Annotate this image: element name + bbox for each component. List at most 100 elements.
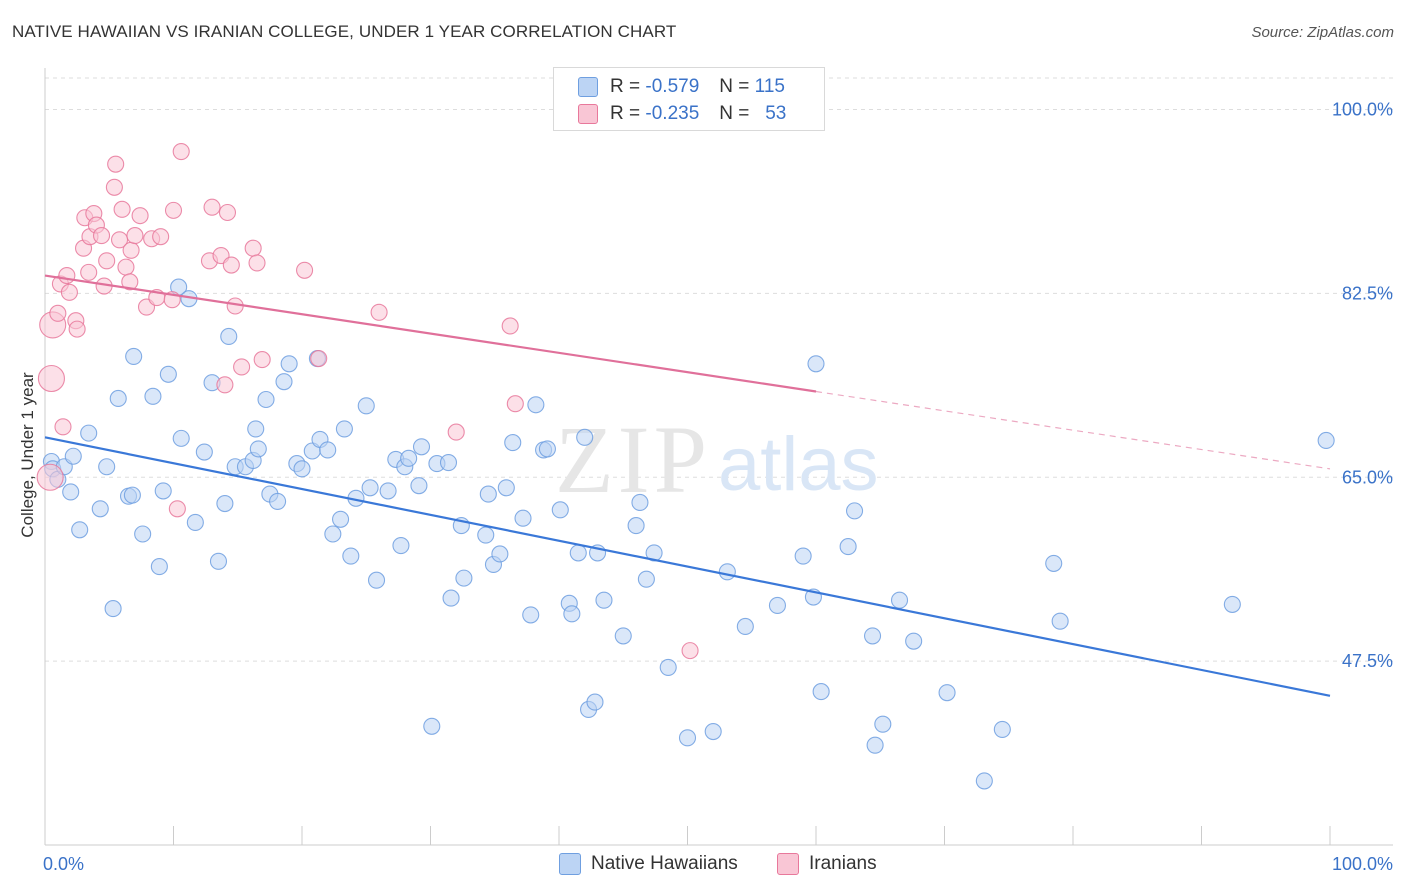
point-native-hawaiian <box>905 632 923 650</box>
trend-lines <box>44 274 1331 697</box>
point-iranian <box>152 228 170 246</box>
point-native-hawaiian <box>1223 595 1241 613</box>
point-iranian <box>36 463 64 491</box>
point-native-hawaiian <box>257 390 275 409</box>
point-iranian <box>506 395 524 413</box>
legend-n-value: 115 <box>754 76 785 97</box>
point-native-hawaiian <box>586 693 604 711</box>
point-native-hawaiian <box>357 397 375 415</box>
point-native-hawaiian <box>479 485 497 503</box>
point-native-hawaiian <box>159 365 177 383</box>
point-iranian <box>370 303 388 321</box>
point-native-hawaiian <box>195 443 213 461</box>
point-native-hawaiian <box>109 389 127 408</box>
point-native-hawaiian <box>144 387 162 405</box>
point-iranian <box>80 263 98 281</box>
point-native-hawaiian <box>538 440 556 458</box>
point-native-hawaiian <box>794 547 812 565</box>
source-note: Source: ZipAtlas.com <box>1251 24 1394 41</box>
point-iranian <box>501 317 519 335</box>
legend-r-value: -0.235 <box>645 103 700 124</box>
point-iranian <box>58 266 76 285</box>
point-native-hawaiian <box>890 591 909 609</box>
point-iranian <box>172 142 190 161</box>
point-iranian <box>113 200 131 218</box>
point-native-hawaiian <box>379 482 397 500</box>
point-native-hawaiian <box>704 722 722 741</box>
point-native-hawaiian <box>631 493 649 512</box>
point-native-hawaiian <box>410 477 428 495</box>
legend-n-value: 53 <box>765 103 787 124</box>
point-native-hawaiian <box>342 547 360 565</box>
point-iranian <box>447 423 465 441</box>
point-iranian <box>222 256 240 274</box>
point-native-hawaiian <box>104 600 122 618</box>
point-native-hawaiian <box>1051 612 1069 630</box>
point-native-hawaiian <box>455 569 473 587</box>
point-native-hawaiian <box>172 429 190 447</box>
legend-r-value: -0.579 <box>645 76 700 97</box>
point-iranian <box>216 376 234 394</box>
bottom-legend-swatch-pink <box>777 853 799 875</box>
legend-swatch-blue <box>578 77 598 97</box>
point-iranian <box>37 364 65 393</box>
point-native-hawaiian <box>874 715 892 733</box>
y-tick-label: 47.5% <box>1342 651 1393 671</box>
x-tick-labels: 0.0% 100.0% <box>43 854 1393 874</box>
point-native-hawaiian <box>209 552 228 570</box>
point-native-hawaiian <box>275 373 293 391</box>
point-native-hawaiian <box>64 447 82 465</box>
data-points <box>36 92 1335 790</box>
point-iranian <box>117 258 135 276</box>
point-native-hawaiian <box>249 440 267 458</box>
point-native-hawaiian <box>439 454 458 472</box>
y-tick-label: 65.0% <box>1342 467 1393 487</box>
point-iranian <box>253 351 271 369</box>
point-native-hawaiian <box>718 563 736 581</box>
point-native-hawaiian <box>400 449 418 467</box>
point-native-hawaiian <box>993 720 1011 738</box>
point-iranian <box>681 642 699 660</box>
point-native-hawaiian <box>975 772 993 790</box>
point-native-hawaiian <box>98 458 116 476</box>
point-native-hawaiian <box>527 396 545 414</box>
point-native-hawaiian <box>497 479 515 497</box>
legend-n-label: N = <box>719 103 750 124</box>
point-native-hawaiian <box>280 355 298 373</box>
point-native-hawaiian <box>412 438 431 456</box>
point-iranian <box>60 283 78 301</box>
trend-line-native-hawaiians <box>44 436 1331 697</box>
point-native-hawaiian <box>1317 431 1335 450</box>
legend-r-label: R = <box>610 76 641 97</box>
point-native-hawaiian <box>335 420 353 438</box>
legend-row-native-hawaiians: R = -0.579 N = 115 <box>578 74 785 100</box>
point-native-hawaiian <box>331 510 350 528</box>
point-iranian <box>105 178 123 196</box>
bottom-legend-iranians: Iranians <box>777 852 877 876</box>
point-iranian <box>218 203 237 222</box>
point-native-hawaiian <box>807 355 825 373</box>
point-iranian <box>244 239 262 257</box>
trend-line-iranians-extrapolated <box>815 390 1331 470</box>
point-iranian <box>164 201 183 219</box>
legend-r-label: R = <box>610 103 641 124</box>
point-iranian <box>168 500 186 518</box>
point-native-hawaiian <box>576 428 594 446</box>
point-native-hawaiian <box>220 327 238 346</box>
point-native-hawaiian <box>863 627 882 645</box>
point-native-hawaiian <box>551 501 569 519</box>
legend-swatch-pink <box>578 104 598 124</box>
point-native-hawaiian <box>839 538 857 556</box>
y-tick-label: 82.5% <box>1342 283 1393 303</box>
bottom-legend-native-hawaiians: Native Hawaiians <box>559 852 738 876</box>
point-native-hawaiian <box>71 521 89 539</box>
point-iranian <box>54 418 72 436</box>
point-native-hawaiian <box>627 517 645 535</box>
legend-n-label: N = <box>719 76 750 97</box>
point-iranian <box>92 227 111 245</box>
point-native-hawaiian <box>367 571 386 589</box>
point-native-hawaiian <box>361 479 379 497</box>
point-iranian <box>98 252 116 270</box>
point-iranian <box>68 320 86 338</box>
point-native-hawaiian <box>491 545 509 563</box>
